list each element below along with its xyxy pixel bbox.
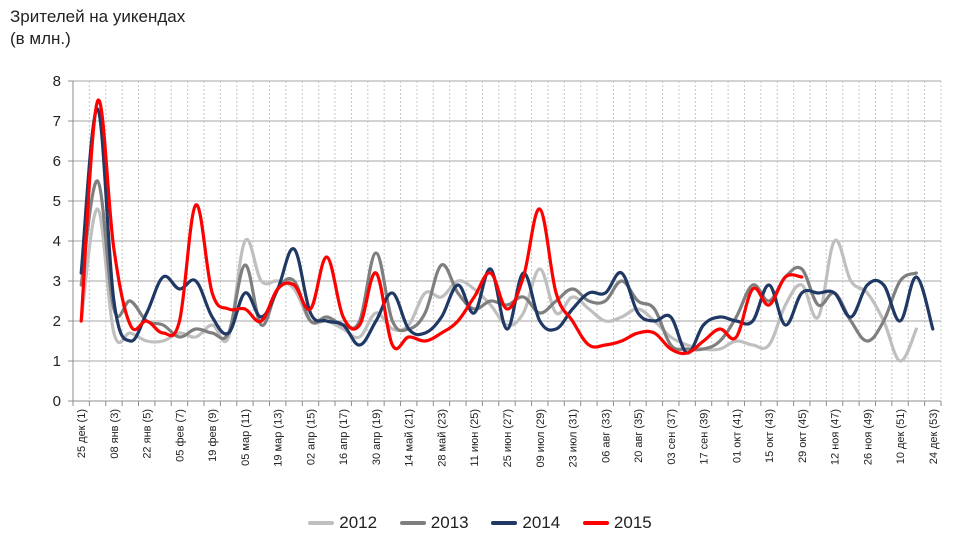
y-tick-label: 4 — [53, 233, 61, 250]
x-tick-label: 09 июл (29) — [535, 409, 547, 467]
legend-item-2012: 2012 — [308, 513, 377, 533]
legend-label-2012: 2012 — [339, 513, 378, 532]
y-tick-label: 3 — [53, 273, 61, 290]
x-tick-label: 24 дек (53) — [928, 409, 940, 464]
legend-label-2013: 2013 — [430, 513, 469, 532]
x-tick-label: 10 дек (51) — [895, 409, 907, 464]
x-tick-label: 25 июн (27) — [502, 409, 514, 467]
y-axis-title-line2: (в млн.) — [10, 29, 71, 48]
legend-label-2015: 2015 — [613, 513, 652, 532]
series-lines — [79, 98, 935, 363]
x-tick-label: 29 окт (45) — [797, 409, 809, 463]
x-tick-label: 06 авг (33) — [600, 409, 612, 463]
y-tick-label: 7 — [53, 113, 61, 130]
y-tick-label: 0 — [53, 393, 61, 410]
axes — [68, 80, 942, 406]
series-line-2015 — [79, 98, 804, 356]
x-tick-label: 12 ноя (47) — [830, 409, 842, 465]
x-tick-label: 02 апр (15) — [305, 409, 317, 465]
legend-swatch-2014 — [491, 521, 518, 525]
series-line-2014 — [79, 107, 935, 355]
x-tick-label: 25 дек (1) — [76, 409, 88, 458]
y-tick-label: 8 — [53, 73, 61, 90]
y-axis-title: Зрителей на уикендах (в млн.) — [10, 6, 185, 50]
y-tick-label: 1 — [53, 353, 61, 370]
x-tick-label: 01 окт (41) — [731, 409, 743, 463]
y-axis-title-line1: Зрителей на уикендах — [10, 7, 186, 26]
legend-swatch-2015 — [582, 521, 609, 525]
x-tick-labels: 25 дек (1) 08 янв (3) 22 янв (5) 05 фев (7)… — [76, 409, 940, 467]
y-tick-label: 2 — [53, 313, 61, 330]
x-tick-label: 20 авг (35) — [633, 409, 645, 463]
legend-swatch-2013 — [399, 521, 426, 525]
x-tick-label: 30 апр (19) — [371, 409, 383, 465]
legend-item-2015: 2015 — [582, 513, 652, 533]
x-tick-label: 05 мар (11) — [240, 409, 252, 466]
x-tick-label: 16 апр (17) — [338, 409, 350, 465]
x-tick-label: 15 окт (43) — [764, 409, 776, 463]
x-tick-label: 26 ноя (49) — [862, 409, 874, 465]
x-tick-label: 05 фев (7) — [174, 409, 186, 462]
x-tick-label: 03 сен (37) — [666, 409, 678, 465]
x-tick-label: 11 июн (25) — [469, 409, 481, 467]
legend-label-2014: 2014 — [522, 513, 561, 532]
x-tick-label: 19 фев (9) — [207, 409, 219, 462]
x-tick-label: 19 мар (13) — [273, 409, 285, 467]
x-tick-label: 22 янв (5) — [142, 409, 154, 459]
legend-item-2013: 2013 — [399, 513, 469, 533]
x-tick-label: 23 июл (31) — [568, 409, 580, 467]
x-tick-label: 08 янв (3) — [109, 409, 121, 459]
series-line-2012 — [79, 207, 918, 363]
legend-item-2014: 2014 — [491, 513, 560, 533]
legend: 2012 2013 2014 2015 — [0, 510, 960, 533]
x-tick-label: 17 сен (39) — [699, 409, 711, 465]
x-tick-label: 28 май (23) — [436, 409, 448, 467]
x-tick-label: 14 май (21) — [404, 409, 416, 467]
y-tick-labels: 0 1 2 3 4 5 6 7 8 — [53, 73, 61, 410]
y-tick-label: 6 — [53, 153, 61, 170]
y-tick-label: 5 — [53, 193, 61, 210]
legend-swatch-2012 — [308, 521, 335, 525]
